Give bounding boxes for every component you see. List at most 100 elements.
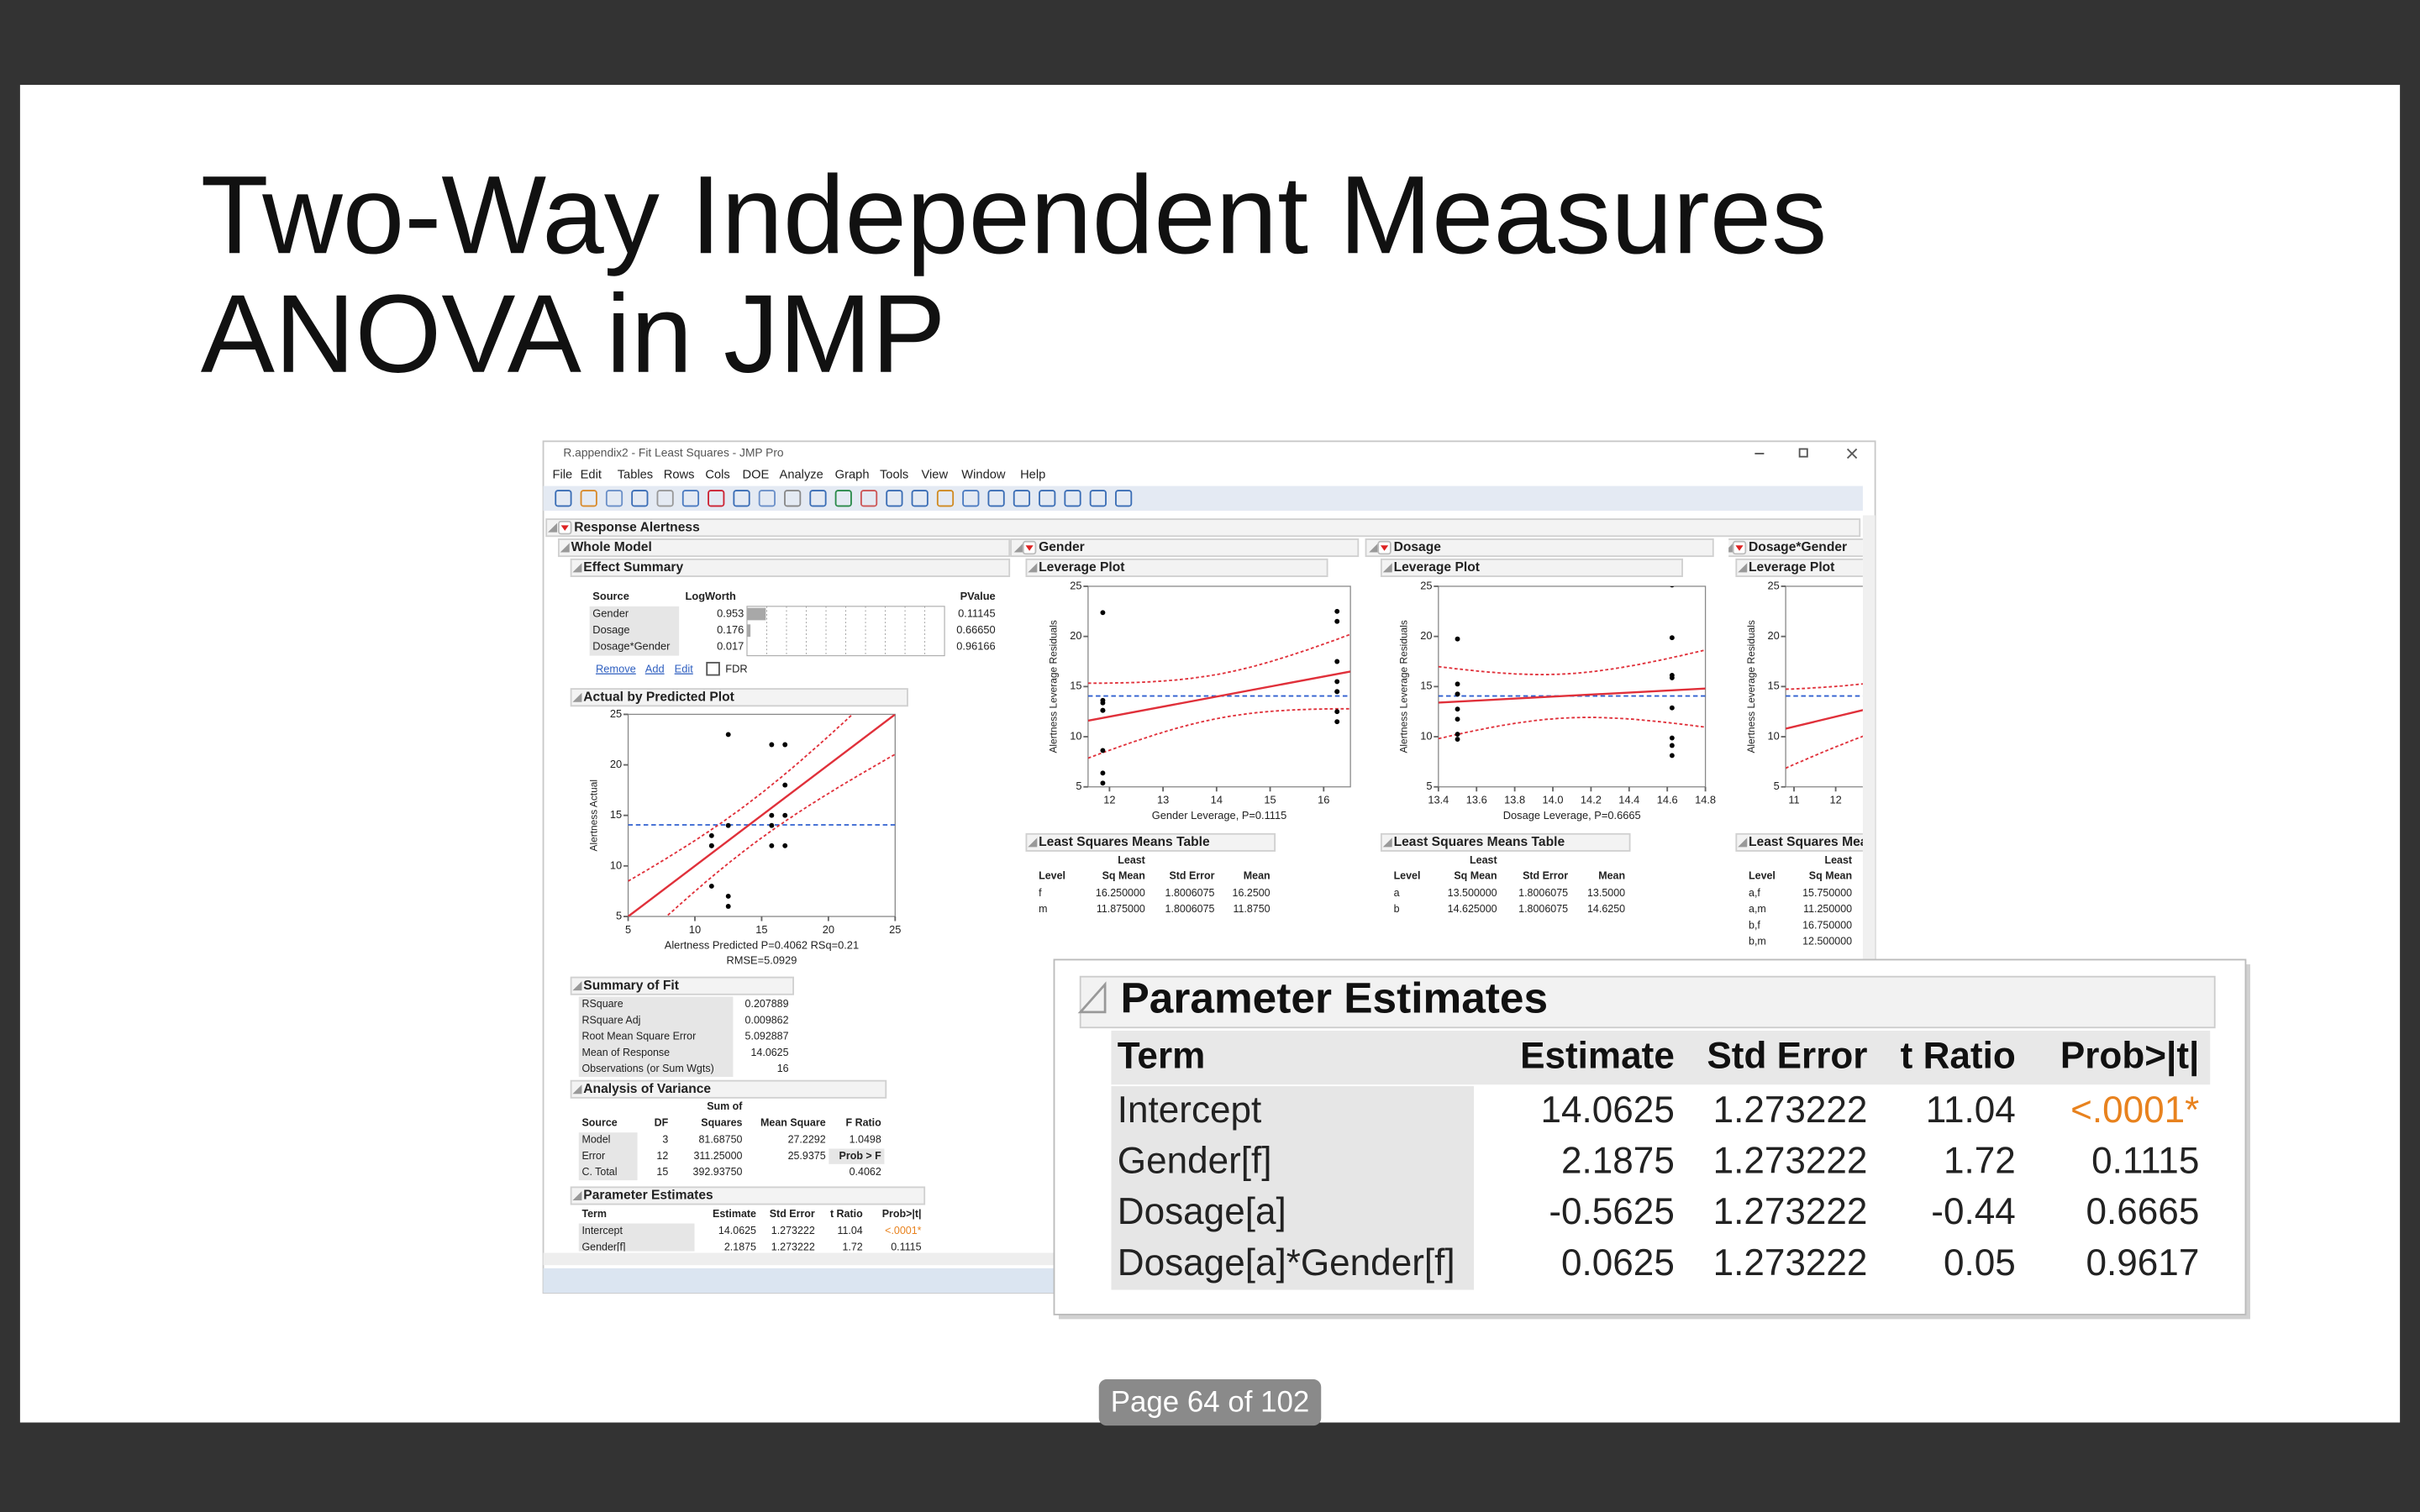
point (1455, 681, 1460, 687)
toolbar-icon (860, 490, 878, 507)
label-column (578, 996, 734, 1078)
column-header: Least (1825, 854, 1853, 866)
table-cell: 2.1875 (724, 1241, 756, 1252)
link[interactable]: Add (645, 663, 665, 675)
menu-item[interactable]: Edit (581, 469, 602, 482)
prob-value: 0.4062 (850, 1166, 881, 1178)
column-header: Level (1039, 870, 1065, 882)
table-cell: 1.8006075 (1518, 887, 1568, 899)
table-cell: 0.1115 (2091, 1141, 2199, 1182)
x-tick-label: 20 (823, 923, 834, 936)
logworth-bar (746, 624, 751, 638)
pvalue: 0.66650 (956, 623, 995, 636)
table-cell: 11.04 (1926, 1089, 2016, 1131)
point (1100, 610, 1106, 616)
table-cell: 0.1115 (891, 1241, 921, 1252)
link[interactable]: Remove (596, 663, 636, 675)
y-tick-label: 25 (1420, 579, 1432, 591)
menu-item[interactable]: Help (1020, 469, 1045, 482)
section-header (570, 1079, 887, 1099)
section-title: Leverage Plot (1039, 560, 1124, 575)
table-cell: 1.8006075 (1165, 903, 1215, 915)
section-header (545, 518, 1861, 538)
confidence-curve (1087, 707, 1351, 759)
plot-note: RMSE=5.0929 (726, 954, 797, 967)
toolbar (543, 486, 1863, 511)
window-title: R.appendix2 - Fit Least Squares - JMP Pr… (563, 447, 784, 459)
point (1455, 717, 1460, 722)
y-axis-label: Alertness Leverage Residuals (1398, 620, 1410, 753)
column-header: Estimate (713, 1208, 756, 1220)
checkbox[interactable] (706, 661, 720, 676)
zoom-column-header-bg (1111, 1030, 2211, 1085)
table-cell: 11.8750 (1233, 903, 1270, 915)
section-header (1010, 538, 1360, 558)
table-cell: Dosage[a] (1118, 1191, 1286, 1232)
y-axis-label: Alertness Actual (587, 780, 599, 851)
menu-item[interactable]: Cols (705, 469, 729, 482)
x-tick-label: 5 (625, 923, 631, 936)
label-column (578, 1132, 638, 1181)
point (1100, 748, 1106, 753)
menu-item[interactable]: DOE (742, 469, 769, 482)
y-tick-label: 5 (1774, 780, 1780, 792)
table-cell: 1.72 (1944, 1141, 2016, 1182)
y-tick-label: 10 (1420, 729, 1432, 742)
point (1455, 636, 1460, 642)
menu-item[interactable]: Tools (880, 469, 908, 482)
toolbar-icon (886, 490, 903, 507)
toolbar-icon (987, 490, 1005, 507)
table-cell: Gender[f] (1118, 1141, 1272, 1182)
table-cell: 0.6665 (2086, 1191, 2200, 1232)
point (1669, 735, 1675, 741)
y-tick-label: 20 (610, 758, 622, 770)
section-title: Gender (1039, 540, 1085, 554)
toolbar-icon (911, 490, 929, 507)
disclosure-icon (1728, 543, 1733, 553)
point (769, 843, 775, 848)
confidence-curve (628, 714, 854, 882)
menu-item[interactable]: File (553, 469, 573, 482)
menu-item[interactable]: View (922, 469, 949, 482)
menu-item[interactable]: Rows (664, 469, 695, 482)
section-header (1365, 538, 1714, 558)
menu-item[interactable]: Tables (618, 469, 653, 482)
table-cell: 15 (656, 1166, 668, 1178)
x-tick-label: 14.4 (1618, 794, 1639, 806)
section-title: Response Alertness (574, 520, 700, 534)
point (1669, 753, 1675, 759)
menu-item[interactable]: Window (961, 469, 1006, 482)
section-header (1735, 832, 1863, 852)
section-header (570, 688, 908, 707)
toolbar-icon (758, 490, 776, 507)
section-header (1380, 832, 1631, 852)
x-tick-label: 14.8 (1695, 794, 1716, 806)
zoom-title: Parameter Estimates (1120, 974, 1548, 1022)
y-tick-label: 5 (1426, 780, 1432, 792)
column-header: Mean (1598, 870, 1625, 882)
hotspot-arrow (1025, 545, 1034, 551)
point (1669, 705, 1675, 711)
report: Response Alertness Whole Model Effect Summ… (545, 518, 1863, 1252)
table-cell: b,f (1749, 919, 1760, 931)
table-cell: 0.9617 (2086, 1242, 2200, 1284)
plot: 5 10 15 20 25 13.4 13.6 13.8 14.0 14.2 14.4 14.6 14.… (1398, 579, 1717, 822)
point (1100, 707, 1106, 713)
plot-frame (1087, 585, 1351, 788)
menu-item[interactable]: Graph (835, 469, 870, 482)
point (782, 782, 788, 788)
link[interactable]: Edit (675, 663, 694, 675)
point (1669, 675, 1675, 680)
column-header: Source (592, 590, 629, 602)
menu-item[interactable]: Analyze (780, 469, 823, 482)
y-tick-label: 25 (610, 707, 622, 720)
x-tick-label: 13.4 (1428, 794, 1449, 806)
table-cell: Model (581, 1134, 610, 1146)
x-tick-label: 25 (889, 923, 901, 936)
point (708, 883, 714, 889)
zoom-header (1079, 975, 2216, 1029)
table-cell: <.0001* (2070, 1089, 2199, 1131)
confidence-curve (665, 753, 896, 917)
table-cell: 1.8006075 (1518, 903, 1568, 915)
